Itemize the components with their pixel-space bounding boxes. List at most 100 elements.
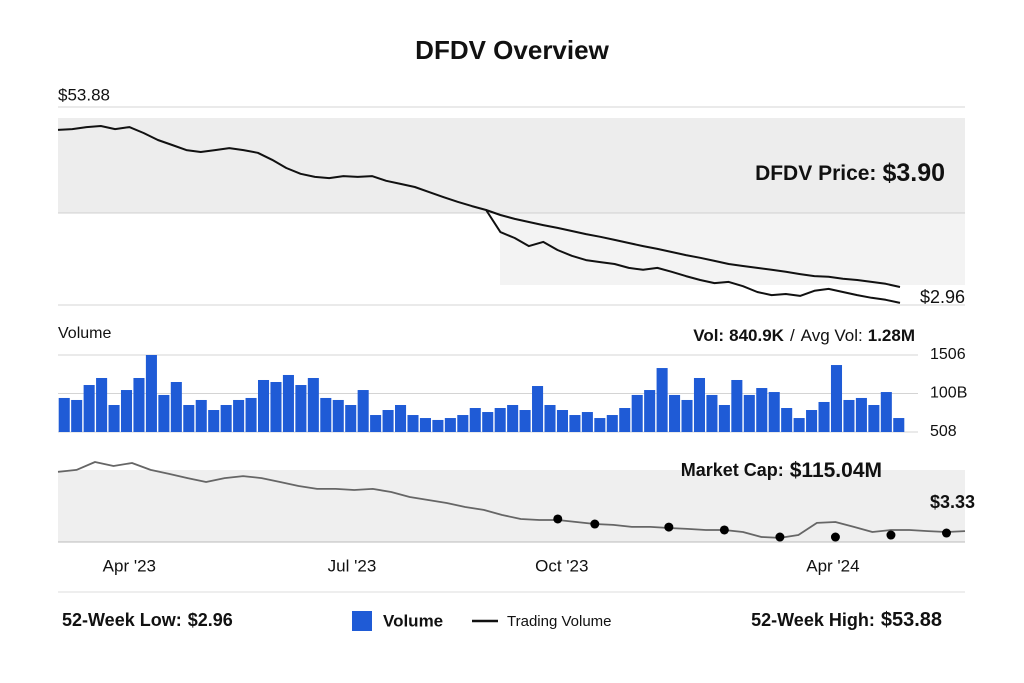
dot (830, 532, 840, 542)
x-tick-label: Jul '23 (328, 556, 377, 575)
price-band-lower (500, 213, 965, 285)
bar (71, 399, 83, 432)
legend-label: Volume (383, 611, 443, 630)
avg-label: Avg Vol: (801, 326, 863, 345)
bar (781, 408, 793, 432)
bar (669, 394, 681, 432)
bar (880, 392, 892, 432)
dot (590, 519, 600, 529)
bar (656, 368, 668, 432)
bar (756, 388, 768, 432)
bar (133, 377, 145, 432)
dot (886, 530, 896, 540)
bar (83, 385, 95, 432)
bar (855, 397, 867, 432)
separator: / (790, 326, 795, 345)
bar (108, 404, 120, 432)
cap-annotation: Market Cap: $115.04M (681, 459, 882, 482)
vol-label: Vol: (693, 326, 724, 345)
bar (170, 382, 182, 432)
bar (806, 410, 818, 432)
low-label: 52-Week Low: (62, 610, 182, 630)
bar (556, 410, 568, 432)
bar (569, 415, 581, 432)
y-tick-label: 1506 (930, 346, 966, 363)
bar (320, 397, 332, 432)
cap-value: $115.04M (790, 459, 882, 482)
last-label: $3.33 (930, 492, 975, 512)
volume-summary: Vol: 840.9K / Avg Vol: 1.28M (693, 326, 915, 345)
bar (282, 374, 294, 432)
bar (507, 404, 519, 432)
chart-title: DFDV Overview (415, 35, 609, 65)
bar (768, 392, 780, 432)
legend-label: Trading Volume (507, 613, 612, 630)
bar (357, 390, 369, 432)
line (57, 125, 901, 304)
y-tick-label: $2.96 (920, 287, 965, 307)
bar (868, 404, 880, 432)
bar (120, 390, 133, 432)
bar (594, 418, 606, 432)
bar (693, 377, 706, 432)
volume-title: Volume (58, 325, 111, 342)
bar (793, 418, 805, 432)
line (485, 209, 901, 288)
bar (818, 401, 830, 432)
bar (606, 415, 618, 432)
bar (457, 415, 469, 432)
bar (332, 399, 344, 432)
bar (245, 397, 257, 432)
bar (644, 390, 656, 432)
bar (681, 399, 693, 432)
dot (775, 532, 785, 542)
y-tick-label: 100B (930, 385, 967, 402)
line (57, 461, 966, 539)
price-annotation: DFDV Price: $3.90 (755, 159, 945, 187)
dot (941, 528, 951, 538)
bar (743, 394, 755, 432)
bar (158, 394, 170, 432)
bar (345, 404, 357, 432)
bar (830, 365, 843, 432)
bar (532, 386, 544, 432)
bar (544, 404, 556, 432)
dot (719, 525, 729, 535)
price-label: DFDV Price: (755, 162, 876, 185)
vol-value: 840.9K (729, 326, 785, 345)
bar (195, 399, 207, 432)
dot (664, 522, 674, 532)
legend-swatch (352, 611, 372, 631)
bar (307, 377, 319, 432)
bar (419, 418, 431, 432)
bar (469, 408, 481, 432)
high-label: 52-Week High: (751, 610, 875, 630)
week-low: 52-Week Low: $2.96 (62, 610, 233, 630)
bar (631, 394, 643, 432)
y-tick-label: $53.88 (58, 85, 110, 104)
bar (395, 404, 407, 432)
cap-label: Market Cap: (681, 460, 784, 480)
bar (208, 410, 220, 432)
bar (183, 404, 195, 432)
x-tick-label: Apr '23 (103, 556, 156, 575)
bar (519, 410, 531, 432)
bar (444, 418, 456, 432)
bar (718, 404, 730, 432)
y-tick-label: 508 (930, 423, 957, 440)
week-high: 52-Week High: $53.88 (751, 609, 942, 631)
bar (233, 399, 245, 432)
bar (58, 397, 70, 432)
bar (731, 379, 743, 432)
bar (706, 394, 718, 432)
x-tick-label: Oct '23 (535, 556, 588, 575)
bar (295, 385, 307, 432)
bar (619, 408, 631, 432)
price-band (58, 118, 965, 213)
bar (893, 418, 905, 432)
bar (220, 404, 232, 432)
bar (96, 377, 108, 432)
bar (257, 379, 270, 432)
